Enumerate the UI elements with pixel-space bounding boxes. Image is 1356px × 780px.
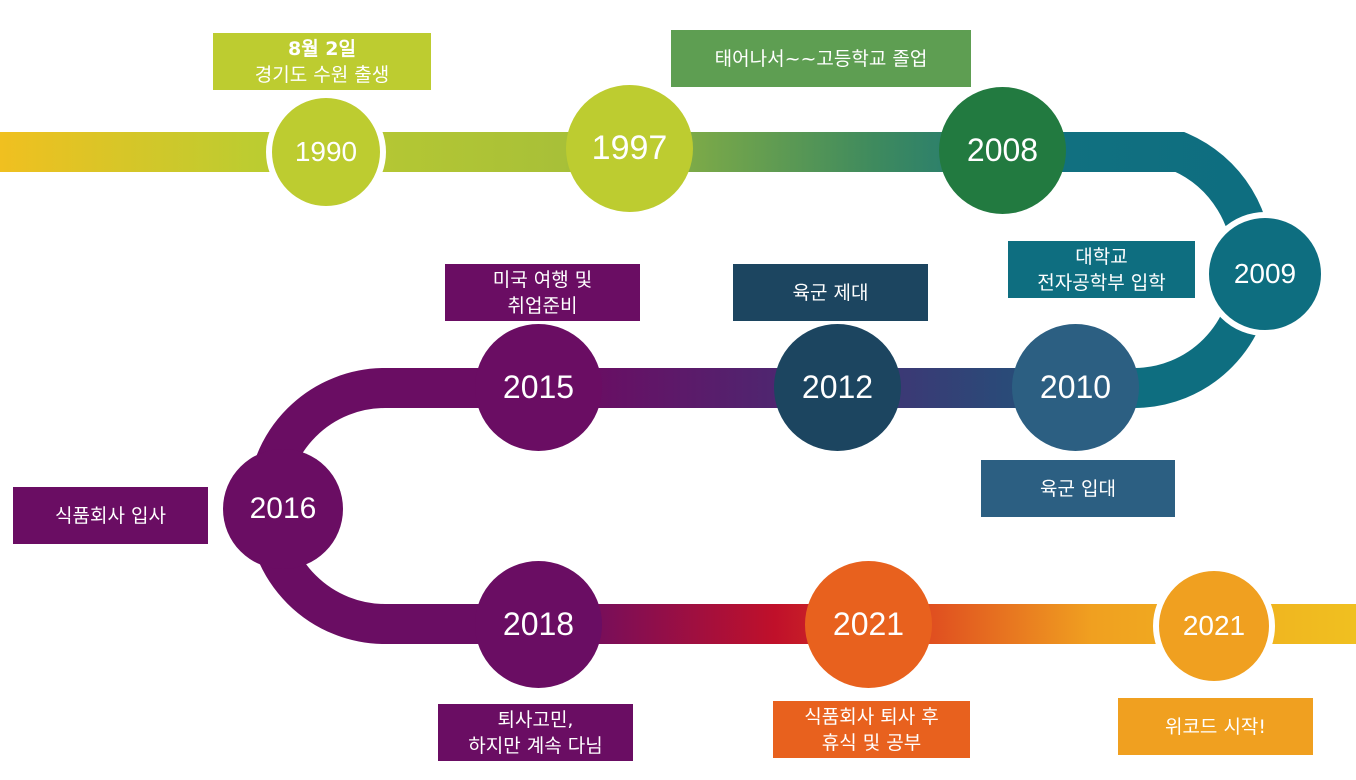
label-2009-line1: 대학교 xyxy=(1075,245,1128,268)
label-1990-line2: 경기도 수원 출생 xyxy=(254,63,390,86)
year-2008: 2008 xyxy=(966,132,1039,168)
year-2018: 2018 xyxy=(502,606,575,642)
label-2010-line1: 육군 입대 xyxy=(1040,477,1116,500)
node-2009: 2009 xyxy=(1203,212,1327,336)
year-2009: 2009 xyxy=(1233,258,1297,289)
label-2009: 대학교 전자공학부 입학 xyxy=(1008,241,1195,298)
label-2015: 미국 여행 및 취업준비 xyxy=(445,264,640,321)
node-2008: 2008 xyxy=(939,87,1066,214)
label-2012-line1: 육군 제대 xyxy=(792,281,869,304)
label-1997: 태어나서~~고등학교 졸업 xyxy=(671,30,971,87)
label-2012: 육군 제대 xyxy=(733,264,928,321)
label-2015-line2: 취업준비 xyxy=(507,294,578,317)
label-2010: 육군 입대 xyxy=(981,460,1175,517)
label-2015-line1: 미국 여행 및 xyxy=(492,268,593,291)
year-2010: 2010 xyxy=(1039,369,1112,405)
label-1990: 8월 2일 경기도 수원 출생 xyxy=(213,33,431,90)
node-2016: 2016 xyxy=(223,449,343,569)
label-2018: 퇴사고민, 하지만 계속 다님 xyxy=(438,704,633,761)
label-2021-a-line2: 휴식 및 공부 xyxy=(821,731,922,754)
node-1990: 1990 xyxy=(266,92,386,212)
label-2021-a-line1: 식품회사 퇴사 후 xyxy=(804,705,939,728)
year-1990: 1990 xyxy=(294,136,358,167)
year-2015: 2015 xyxy=(502,369,575,405)
label-2021-b: 위코드 시작! xyxy=(1118,698,1313,755)
node-2021-a: 2021 xyxy=(805,561,932,688)
year-2012: 2012 xyxy=(801,369,874,405)
year-2016: 2016 xyxy=(249,492,317,525)
node-2021-b: 2021 xyxy=(1153,565,1275,687)
node-1997: 1997 xyxy=(566,85,693,212)
year-2021-b: 2021 xyxy=(1182,610,1246,641)
label-2016: 식품회사 입사 xyxy=(13,487,208,544)
label-2021-b-line1: 위코드 시작! xyxy=(1164,715,1267,738)
label-1997-line1: 태어나서~~고등학교 졸업 xyxy=(714,47,928,70)
node-2010: 2010 xyxy=(1012,324,1139,451)
year-1997: 1997 xyxy=(591,129,668,167)
node-2015: 2015 xyxy=(475,324,602,451)
year-2021-a: 2021 xyxy=(832,606,905,642)
node-2018: 2018 xyxy=(475,561,602,688)
label-2009-line2: 전자공학부 입학 xyxy=(1037,271,1166,294)
node-2012: 2012 xyxy=(774,324,901,451)
label-2018-line1: 퇴사고민, xyxy=(497,708,574,731)
label-2018-line2: 하지만 계속 다님 xyxy=(468,734,603,757)
label-2016-line1: 식품회사 입사 xyxy=(55,504,166,527)
label-1990-line1: 8월 2일 xyxy=(287,37,356,60)
label-2021-a: 식품회사 퇴사 후 휴식 및 공부 xyxy=(773,701,970,758)
